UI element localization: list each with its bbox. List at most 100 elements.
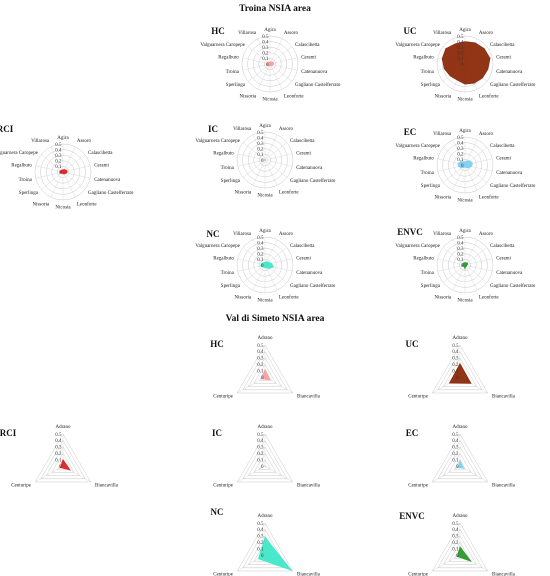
category-label-leonforte: Leonforte — [479, 295, 499, 300]
radar-troina-ec: 00.10.20.30.40.5 Agira Assoro Calascibetta C… — [395, 127, 536, 204]
tick-label: 0.3 — [457, 46, 464, 51]
series-rci-area — [59, 458, 71, 471]
tick-label: 0.1 — [257, 369, 264, 374]
grid-spoke — [264, 153, 293, 161]
category-label-regalbuto: Regalbuto — [413, 157, 434, 162]
grid-spoke — [432, 554, 461, 572]
category-label-assoro: Assoro — [479, 31, 494, 36]
category-label-regalbuto: Regalbuto — [213, 152, 234, 157]
category-label-adrano: Adrano — [56, 425, 71, 430]
category-label-catenanuova: Catenanuova — [496, 171, 523, 176]
simeto-section-title: Val di Simeto NSIA area — [225, 314, 325, 324]
category-label-valguarnera-caropepe: Valguarnera Caropepe — [395, 43, 440, 48]
grid-spoke — [464, 258, 493, 266]
tick-label: 0.4 — [452, 350, 459, 355]
tick-label: 0 — [266, 63, 269, 68]
radar-troina-uc: 00.10.20.30.40.5 Agira Assoro Calascibetta C… — [395, 26, 536, 103]
category-label-regalbuto: Regalbuto — [213, 257, 234, 262]
category-label-biancavilla: Biancavilla — [492, 394, 516, 399]
category-label-nissoria: Nissoria — [434, 94, 451, 99]
tick-label: 0.2 — [452, 452, 459, 457]
grid-spoke — [237, 465, 266, 483]
category-label-sperlinga: Sperlinga — [226, 83, 246, 88]
grid-ring — [448, 452, 472, 473]
category-label-regalbuto: Regalbuto — [11, 164, 32, 169]
series-ic-area — [264, 159, 266, 161]
grid-spoke — [62, 171, 91, 179]
category-label-leonforte: Leonforte — [77, 202, 97, 207]
grid-ring — [45, 446, 81, 476]
category-label-cerami: Cerami — [496, 257, 511, 262]
category-label-valguarnera-caropepe: Valguarnera Caropepe — [395, 244, 440, 249]
grid-spoke — [452, 164, 466, 191]
tick-label: 0.3 — [257, 446, 264, 451]
category-label-leonforte: Leonforte — [279, 295, 299, 300]
category-label-villarosa: Villarosa — [433, 132, 452, 137]
grid-spoke — [35, 171, 64, 179]
tick-label: 0.1 — [452, 547, 459, 552]
radar-simeto-ec: 0 0.10.20.3 0.40.5 Adrano Biancavilla Centuri… — [406, 425, 516, 488]
category-label-nissoria: Nissoria — [434, 195, 451, 200]
tick-label: 0.5 — [257, 344, 264, 349]
category-label-gagliano-castelferrato: Gagliano Castelferrato — [295, 83, 341, 88]
series-ec-area — [457, 160, 473, 169]
category-label-nissoria: Nissoria — [234, 295, 251, 300]
tick-label: 0.4 — [457, 141, 464, 146]
panel-title-envc: ENVC — [397, 227, 423, 237]
tick-label: 0.4 — [257, 241, 264, 246]
tick-label: 0.3 — [452, 535, 459, 540]
tick-label: 0.5 — [262, 35, 269, 40]
category-label-leonforte: Leonforte — [479, 195, 499, 200]
tick-label: 0.2 — [452, 541, 459, 546]
grid-spoke — [242, 57, 271, 65]
category-label-biancavilla: Biancavilla — [95, 483, 119, 488]
category-label-troina: Troina — [19, 178, 33, 183]
grid-spoke — [269, 46, 293, 65]
grid-spoke — [442, 247, 466, 266]
series-nc-area — [260, 261, 275, 269]
category-label-cerami: Cerami — [94, 164, 109, 169]
category-label-centuripe: Centuripe — [408, 572, 428, 576]
category-label-calascibetta: Calascibetta — [290, 139, 315, 144]
tick-label: 0.4 — [457, 241, 464, 246]
grid-ring — [253, 363, 277, 384]
category-label-sperlinga: Sperlinga — [221, 179, 241, 184]
grid-spoke — [452, 139, 466, 166]
series-nc-area — [257, 536, 293, 571]
radar-troina-envc: 00.10.20.30.40.5 Agira Assoro Calascibetta C… — [395, 227, 536, 304]
radar-simeto-uc: 0 0.10.20.3 0.40.5 Adrano Biancavilla Centuri… — [406, 336, 516, 399]
tick-label: 0.5 — [257, 131, 264, 136]
tick-label: 0.1 — [257, 258, 264, 263]
grid-ring — [431, 433, 489, 483]
tick-label: 0 — [461, 164, 464, 169]
panel-title-rci: RCI — [0, 124, 14, 134]
grid-ring — [259, 459, 271, 470]
grid-ring — [236, 344, 294, 394]
category-label-valguarnera-caropepe: Valguarnera Caropepe — [0, 151, 39, 156]
series-uc-area — [448, 362, 472, 384]
panel-title-ec: EC — [404, 127, 417, 137]
grid-spoke — [257, 63, 271, 90]
tick-label: 0.4 — [452, 528, 459, 533]
category-label-leonforte: Leonforte — [284, 94, 304, 99]
tick-label: 0.2 — [452, 363, 459, 368]
tick-label: 0.1 — [452, 458, 459, 463]
category-label-nicosia: Nicosia — [457, 299, 473, 304]
grid-spoke — [464, 264, 478, 291]
category-label-gagliano-castelferrato: Gagliano Castelferrato — [490, 284, 536, 289]
tick-label: 0 — [461, 63, 464, 68]
tick-label: 0.3 — [257, 357, 264, 362]
tick-label: 0.4 — [457, 40, 464, 45]
tick-label: 0 — [261, 465, 264, 470]
category-label-cerami: Cerami — [301, 56, 316, 61]
grid-ring — [437, 439, 483, 480]
category-label-sperlinga: Sperlinga — [221, 284, 241, 289]
tick-label: 0.2 — [457, 253, 464, 258]
grid-spoke — [242, 264, 266, 283]
grid-spoke — [247, 63, 271, 82]
grid-spoke — [264, 134, 278, 161]
grid-ring — [437, 350, 483, 391]
grid-spoke — [264, 159, 278, 186]
category-label-adrano: Adrano — [453, 514, 468, 519]
tick-label: 0 — [261, 554, 264, 559]
